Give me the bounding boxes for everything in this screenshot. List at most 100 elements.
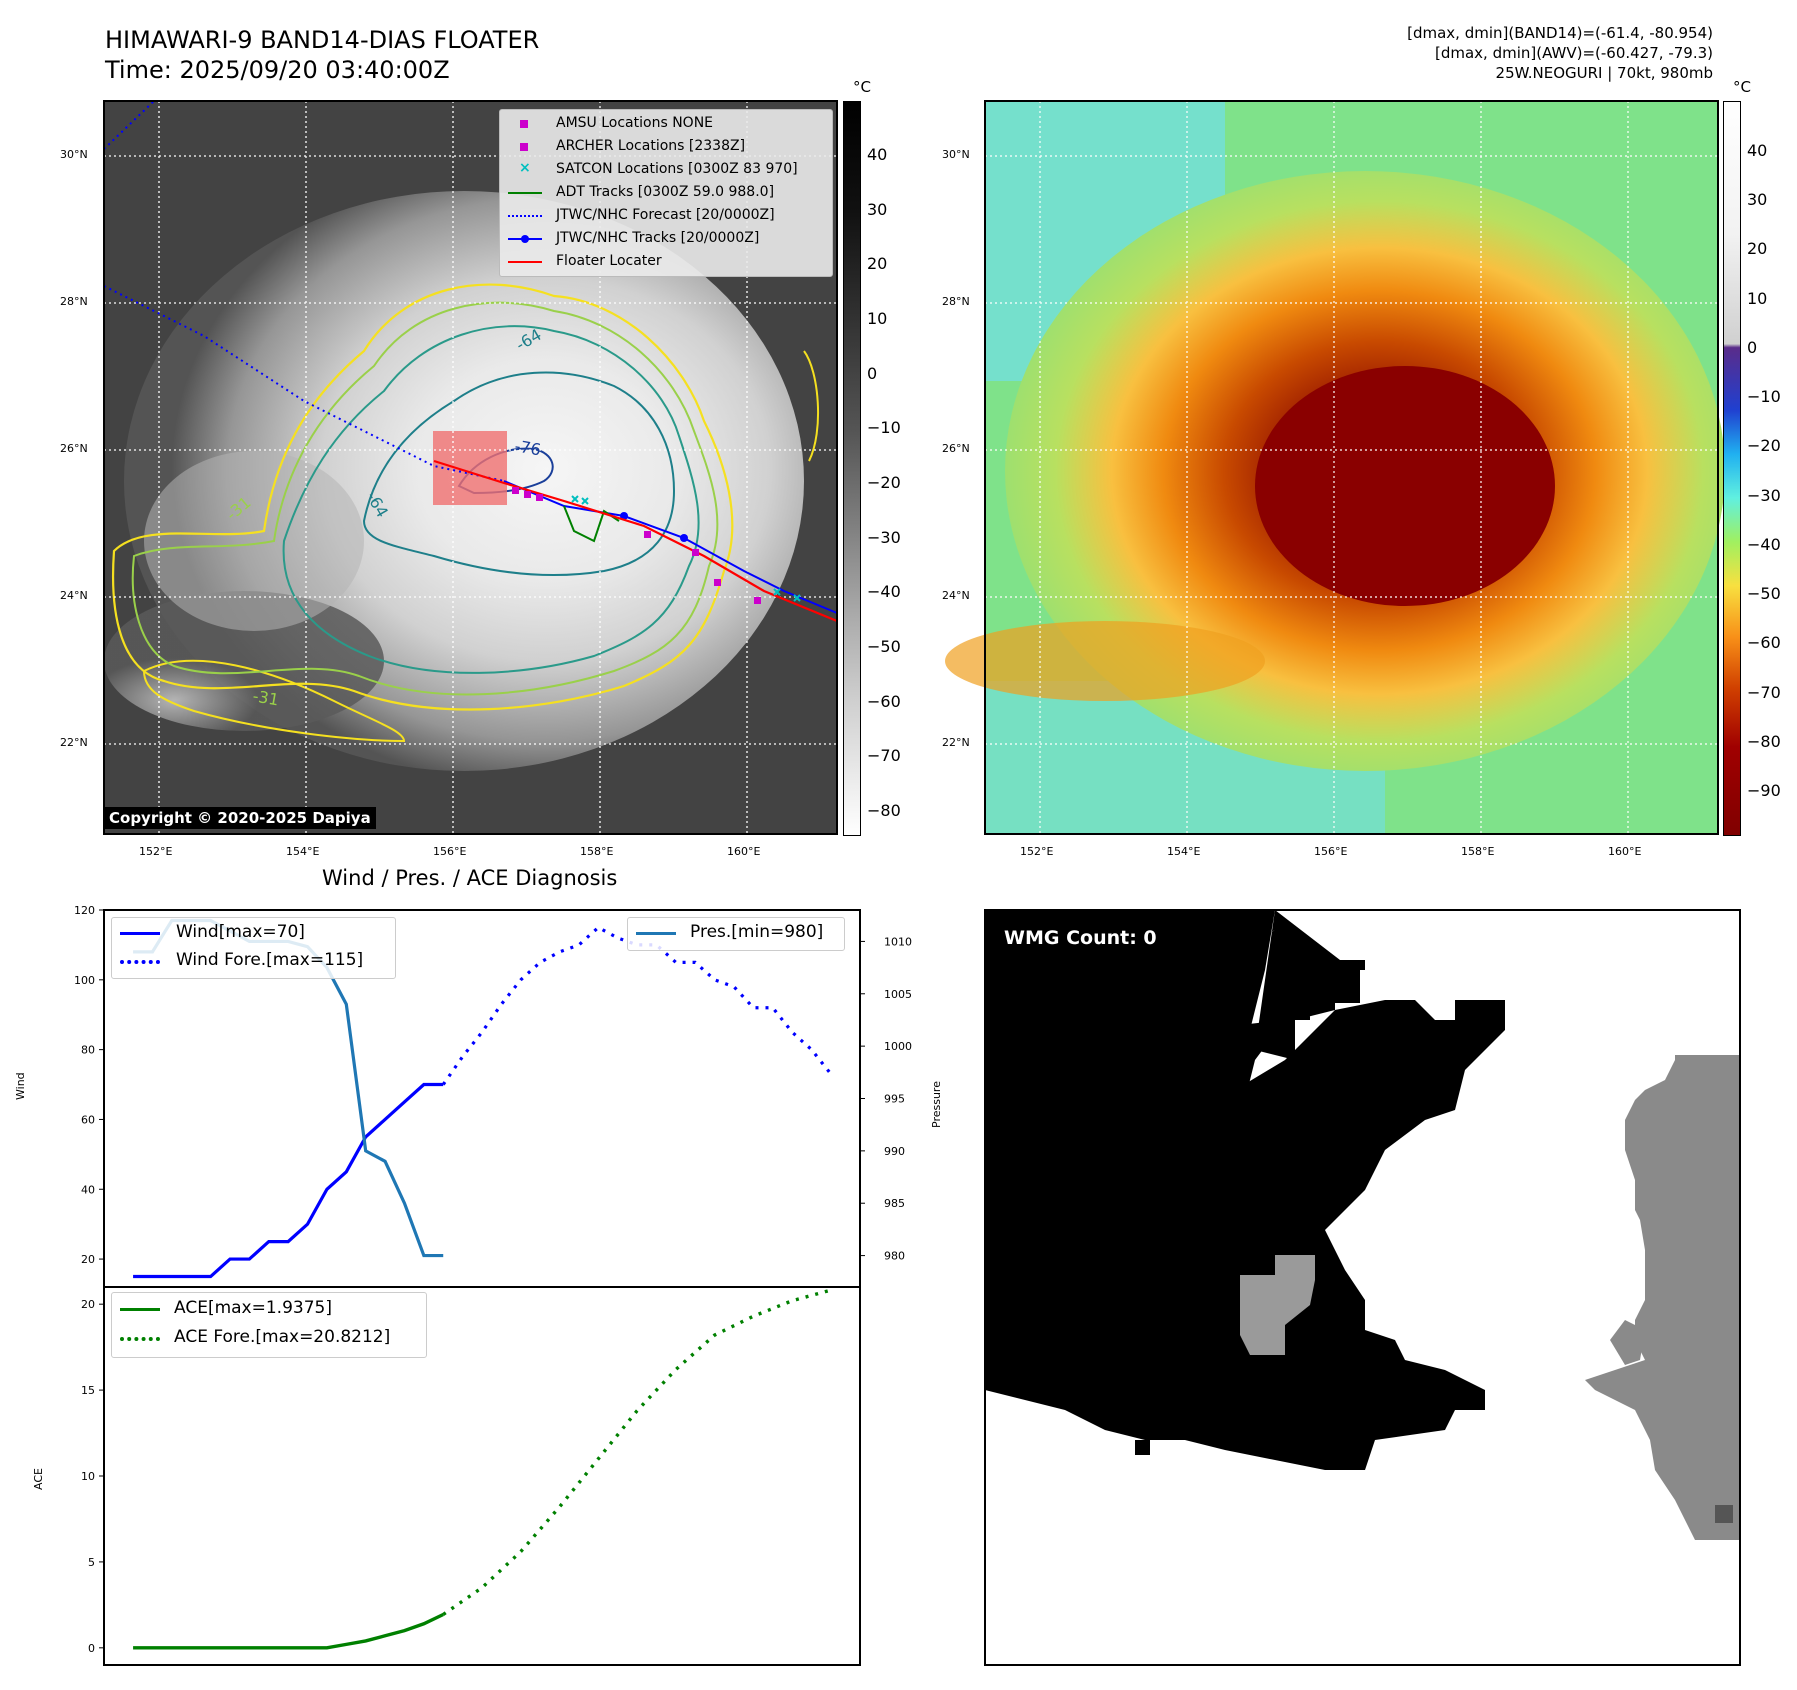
legend-label: ADT Tracks [0300Z 59.0 988.0] [556,184,775,200]
ir-colorbar [843,101,861,836]
legend-row-archer: ARCHER Locations [2338Z] [506,137,826,157]
legend-row-floater: Floater Locater [506,252,826,272]
lat-label: 30°N [60,148,88,161]
legend-label: Wind[max=70] [176,922,305,942]
legend-line-icon [120,1308,160,1311]
lon-label: 160°E [1608,845,1642,858]
colorbar-tick-label: 30 [1747,190,1768,210]
stats-awv: [dmax, dmin](AWV)=(-60.427, -79.3) [1434,44,1713,62]
y2-tick-label: 990 [884,1145,905,1158]
legend-row-forecast: JTWC/NHC Forecast [20/0000Z] [506,206,826,226]
ir-colorbar-unit: °C [853,78,871,96]
lon-label: 160°E [727,845,761,858]
awv-map-image [945,100,1725,835]
legend-marker-x-icon: × [519,160,531,176]
colorbar-tick-label: −50 [1747,584,1781,604]
legend-marker-dot-icon [521,235,529,243]
legend-label: ARCHER Locations [2338Z] [556,138,746,154]
colorbar-tick-label: −90 [1747,781,1781,800]
y2-tick-label: 995 [884,1093,905,1106]
y-tick-label: 20 [81,1253,95,1266]
lon-label: 154°E [1167,845,1201,858]
series-line [133,1082,444,1279]
legend-label: Wind Fore.[max=115] [176,950,364,970]
colorbar-tick-label: 0 [867,363,878,383]
lon-label: 156°E [433,845,467,858]
y-tick-label: 120 [74,904,95,917]
legend-line-icon [636,932,676,935]
wmg-count-label: WMG Count: 0 [1004,927,1157,949]
lon-label: 152°E [139,845,173,858]
copyright-badge: Copyright © 2020-2025 Dapiya [104,807,376,829]
wind-axis-label: Wind [14,1072,27,1100]
awv-colorbar [1723,101,1741,836]
colorbar-tick-label: −40 [867,582,901,602]
legend-dotted-icon [120,1337,160,1341]
colorbar-tick-label: −10 [1747,387,1781,407]
colorbar-tick-label: −10 [867,418,901,438]
contour-label: -31 [251,686,280,709]
lat-label: 24°N [942,589,970,602]
legend-marker-line-icon [508,261,542,263]
legend-label: Pres.[min=980] [690,922,824,942]
pressure-axis-label: Pressure [930,1081,943,1128]
pressure-legend: Pres.[min=980] [627,917,845,951]
colorbar-tick-label: −70 [867,746,901,766]
awv-colorbar-unit: °C [1733,78,1751,96]
lon-label: 158°E [1461,845,1495,858]
lat-label: 22°N [942,736,970,749]
floater-locater-track [433,459,838,623]
timestamp: Time: 2025/09/20 03:40:00Z [105,56,450,84]
legend-marker-square-icon [520,143,528,151]
colorbar-tick-label: −30 [867,527,901,547]
legend-label: SATCON Locations [0300Z 83 970] [556,161,798,177]
series-line [133,1612,444,1650]
colorbar-tick-label: −20 [867,473,901,492]
colorbar-tick-label: −30 [1747,485,1781,505]
y-tick-label: 5 [88,1556,95,1569]
diagnosis-title: Wind / Pres. / ACE Diagnosis [322,866,618,890]
lat-label: 22°N [60,736,88,749]
wmg-panel: WMG Count: 0 [984,909,1741,1666]
page-title: HIMAWARI-9 BAND14-DIAS FLOATER [105,26,540,54]
legend-label: JTWC/NHC Tracks [20/0000Z] [556,230,760,246]
lon-label: 158°E [580,845,614,858]
legend-label: ACE Fore.[max=20.8212] [174,1327,391,1347]
y-tick-label: 100 [74,974,95,987]
legend-dotted-icon [120,960,160,964]
y-tick-label: 80 [81,1044,95,1057]
y-tick-label: 60 [81,1113,95,1126]
y-tick-label: 10 [81,1470,95,1483]
series-line [442,1288,832,1616]
lat-label: 26°N [60,442,88,455]
y2-tick-label: 1000 [884,1040,912,1053]
contour-label: -76 [513,436,542,459]
colorbar-tick-label: −80 [1747,731,1781,751]
y2-tick-label: 985 [884,1197,905,1210]
colorbar-tick-label: −20 [1747,436,1781,456]
legend-label: ACE[max=1.9375] [174,1298,332,1318]
series-line [441,925,833,1086]
stats-band14: [dmax, dmin](BAND14)=(-61.4, -80.954) [1407,24,1713,42]
legend-marker-square-icon [520,120,528,128]
y-tick-label: 15 [81,1384,95,1397]
lat-label: 28°N [60,295,88,308]
y2-tick-label: 1005 [884,988,912,1001]
colorbar-tick-label: 40 [867,145,888,164]
legend-line-icon [120,932,160,935]
legend-row-satcon: × SATCON Locations [0300Z 83 970] [506,160,826,180]
colorbar-tick-label: −70 [1747,682,1781,702]
colorbar-tick-label: −60 [1747,633,1781,653]
awv-map-panel [945,100,1725,835]
colorbar-tick-label: 10 [867,309,888,328]
legend-row-amsu: AMSU Locations NONE [506,114,826,134]
colorbar-tick-label: −50 [867,637,901,656]
awv-colorbar-ticks: 40 30 20 10 0 −10 −20 −30 −40 −50 −60 −70 −80 −90 [1743,101,1793,834]
lon-label: 156°E [1314,845,1348,858]
colorbar-tick-label: 40 [1747,141,1768,160]
legend-label: Floater Locater [556,253,662,269]
legend-label: AMSU Locations NONE [556,115,714,131]
legend-marker-line-icon [508,192,542,194]
lat-label: 28°N [942,295,970,308]
colorbar-tick-label: −40 [1747,534,1781,554]
